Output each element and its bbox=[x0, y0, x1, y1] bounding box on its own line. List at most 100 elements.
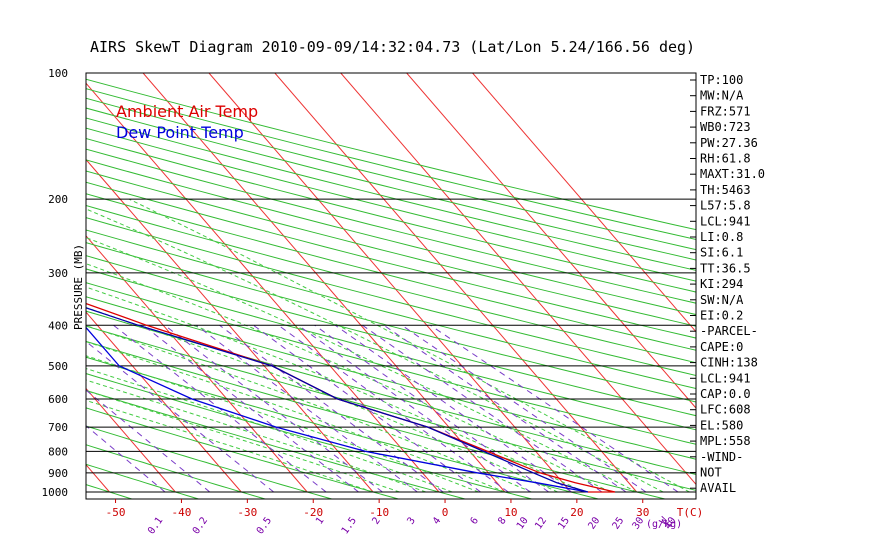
index-label: MPL:558 bbox=[700, 434, 751, 448]
dry-adiabat-line bbox=[86, 181, 696, 339]
dry-adiabat-line bbox=[86, 463, 201, 499]
dry-adiabat-line bbox=[86, 268, 696, 431]
plot-frame bbox=[85, 72, 697, 500]
series-group bbox=[86, 302, 616, 493]
bottom-temp-tick-label: 10 bbox=[504, 506, 517, 519]
index-label: PW:27.36 bbox=[700, 136, 758, 150]
pressure-tick-label: 900 bbox=[48, 467, 68, 480]
isotherm-line bbox=[86, 311, 242, 493]
bottom-temp-tick-label: -10 bbox=[369, 506, 389, 519]
bottom-temp-unit: T(C) bbox=[677, 506, 704, 519]
dry-adiabat-line bbox=[86, 97, 696, 251]
dew-point-temp-line bbox=[86, 326, 589, 493]
isotherm-line bbox=[274, 73, 638, 493]
dry-adiabat-line bbox=[86, 217, 696, 377]
mixing-ratio-line bbox=[219, 324, 444, 493]
isotherm-line bbox=[208, 73, 572, 493]
isotherm-line bbox=[406, 73, 696, 409]
mixing-ratio-label: 3 bbox=[405, 515, 417, 526]
bottom-temp-tick-label: -40 bbox=[172, 506, 192, 519]
moist-adiabat-line bbox=[86, 307, 558, 493]
mixing-ratio-label: 4 bbox=[431, 515, 443, 526]
pressure-tick-label: 300 bbox=[48, 267, 68, 280]
mixing-ratio-line bbox=[401, 324, 647, 493]
index-label: NOT bbox=[700, 466, 722, 480]
index-label: MAXT:31.0 bbox=[700, 167, 765, 181]
moist-adiabat-line bbox=[86, 208, 664, 493]
dry-adiabat-line bbox=[86, 148, 696, 304]
plot-area bbox=[86, 73, 696, 499]
mixing-ratio-label: 6 bbox=[469, 515, 481, 526]
mixing-ratio-line bbox=[362, 324, 603, 493]
bottom-temp-tick-label: -20 bbox=[303, 506, 323, 519]
index-label: LFC:608 bbox=[700, 403, 751, 417]
mixing-ratio-line bbox=[164, 324, 383, 493]
dry-adiabat-line bbox=[86, 117, 696, 271]
index-label: RH:61.8 bbox=[700, 152, 751, 166]
index-label: KI:294 bbox=[700, 277, 743, 291]
isotherm-line bbox=[340, 73, 696, 486]
moist-adiabat-line bbox=[86, 237, 637, 493]
mixing-ratio-line bbox=[278, 324, 509, 493]
index-label: TH:5463 bbox=[700, 183, 751, 197]
index-label: EL:580 bbox=[700, 418, 743, 432]
mixing-ratio-label: 1 bbox=[314, 515, 326, 526]
index-label: CINH:138 bbox=[700, 356, 758, 370]
index-label: CAPE:0 bbox=[700, 340, 743, 354]
dry-adiabat-line bbox=[86, 444, 267, 499]
dry-adiabat-line bbox=[86, 325, 696, 491]
bottom-temp-tick-label: -30 bbox=[237, 506, 257, 519]
mixing-ratio-line bbox=[86, 340, 275, 493]
legend: Ambient Air Temp Dew Point Temp bbox=[116, 102, 258, 142]
dry-adiabat-line bbox=[86, 107, 696, 261]
isotherm-line bbox=[86, 82, 440, 493]
mixing-ratio-line bbox=[196, 324, 418, 493]
dry-adiabat-line bbox=[86, 204, 696, 364]
index-label: FRZ:571 bbox=[700, 104, 751, 118]
index-label: -PARCEL- bbox=[700, 324, 758, 338]
mixing-ratio-label: 2 bbox=[370, 515, 382, 526]
pressure-tick-label: 1000 bbox=[42, 486, 69, 499]
dry-adiabat-line bbox=[86, 425, 334, 499]
dry-adiabat-line bbox=[86, 356, 601, 499]
pressure-tick-label: 600 bbox=[48, 393, 68, 406]
index-label: L57:5.8 bbox=[700, 199, 751, 213]
y-axis-label: PRESSURE (MB) bbox=[72, 244, 85, 330]
mixing-ratio-line bbox=[383, 324, 627, 493]
dry-adiabat-line bbox=[86, 193, 696, 351]
index-label: WB0:723 bbox=[700, 120, 751, 134]
pressure-tick-label: 100 bbox=[48, 67, 68, 80]
bottom-temp-tick-label: -50 bbox=[106, 506, 126, 519]
index-label: TT:36.5 bbox=[700, 261, 751, 275]
mixing-ratio-line bbox=[142, 324, 359, 493]
isotherm-line bbox=[86, 387, 176, 493]
dry-adiabat-line bbox=[86, 255, 696, 417]
index-label: SW:N/A bbox=[700, 293, 744, 307]
pressure-tick-label: 700 bbox=[48, 421, 68, 434]
index-label: SI:6.1 bbox=[700, 246, 743, 260]
index-label: AVAIL bbox=[700, 481, 736, 495]
dry-adiabat-line bbox=[86, 373, 534, 499]
chart-title: AIRS SkewT Diagram 2010-09-09/14:32:04.7… bbox=[90, 38, 695, 56]
index-label: -WIND- bbox=[700, 450, 743, 464]
index-label: TP:100 bbox=[700, 73, 743, 87]
isotherm-line bbox=[86, 235, 308, 493]
dry-adiabat-line bbox=[86, 340, 668, 499]
mixing-ratio-line bbox=[314, 324, 549, 493]
bottom-temp-tick-label: 0 bbox=[442, 506, 449, 519]
mixing-ratio-line bbox=[253, 324, 481, 493]
moist-adiabat-line bbox=[86, 263, 611, 493]
mixing-ratio-line bbox=[297, 324, 531, 493]
index-label: CAP:0.0 bbox=[700, 387, 751, 401]
pressure-tick-label: 400 bbox=[48, 319, 68, 332]
mixing-ratio-line bbox=[430, 324, 679, 493]
index-label: LCL:941 bbox=[700, 214, 751, 228]
dry-adiabat-line bbox=[86, 296, 696, 460]
pressure-tick-label: 200 bbox=[48, 193, 68, 206]
index-label: MW:N/A bbox=[700, 89, 744, 103]
parcel-line bbox=[86, 307, 589, 493]
dry-adiabat-line bbox=[86, 282, 696, 445]
